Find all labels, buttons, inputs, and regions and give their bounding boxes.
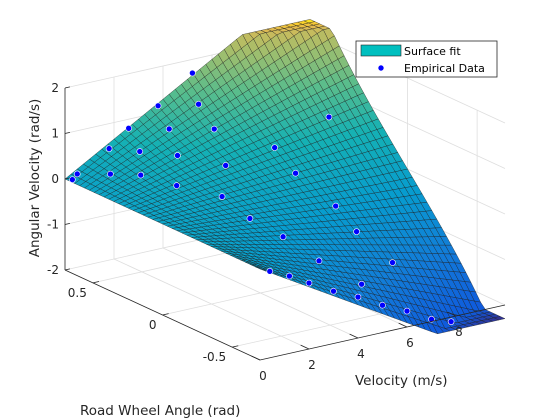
data-point (125, 125, 132, 132)
data-point (354, 293, 362, 301)
data-point (154, 102, 162, 110)
z-axis-ticks: -2 -1 0 1 2 (47, 81, 70, 277)
data-point (195, 100, 202, 108)
x-tick-mark (251, 355, 261, 361)
data-point (222, 162, 229, 169)
z-tick-mark (64, 177, 70, 180)
legend-surface-swatch (360, 44, 402, 57)
z-tick-label: -1 (47, 218, 59, 232)
legend: Surface fit Empirical Data (355, 40, 498, 78)
data-point (266, 268, 274, 275)
y-tick-label: 0.5 (68, 286, 87, 300)
data-point (358, 280, 365, 288)
data-point (325, 113, 333, 121)
x-axis-label: Velocity (m/s) (355, 373, 448, 389)
z-tick-mark (64, 86, 70, 89)
x-tick-label: 4 (357, 347, 365, 361)
z-axis-label: Angular Velocity (rad/s) (27, 99, 43, 258)
data-point (246, 215, 254, 222)
z-tick-label: -2 (47, 263, 59, 277)
data-point (315, 257, 323, 265)
y-tick-label: 0 (149, 318, 157, 332)
data-point (305, 279, 313, 287)
data-point (292, 169, 299, 177)
data-point (447, 318, 455, 325)
y-tick-mark (92, 281, 100, 284)
data-point (403, 307, 411, 315)
y-axis-ticks: -0.5 0 0.5 (68, 281, 239, 364)
data-point (353, 228, 360, 235)
data-point (332, 202, 339, 210)
data-point (174, 152, 181, 159)
x-tick-label: 0 (259, 369, 267, 383)
legend-data-label: Empirical Data (404, 62, 485, 75)
y-tick-label: -0.5 (203, 350, 226, 364)
data-point (136, 148, 144, 155)
legend-data-marker (377, 64, 385, 72)
data-point (165, 125, 173, 133)
x-tick-mark (349, 333, 359, 339)
surface-patch (493, 316, 506, 321)
data-point (189, 69, 196, 77)
data-point (107, 170, 114, 178)
data-point (105, 145, 113, 152)
x-axis-ticks: 0 2 4 6 8 (251, 311, 463, 383)
z-tick-label: 0 (51, 172, 59, 186)
z-tick-mark (64, 132, 70, 134)
z-tick-mark (64, 268, 70, 271)
data-point (210, 125, 218, 133)
x-tick-label: 8 (455, 325, 463, 339)
y-tick-mark (162, 313, 169, 316)
x-tick-mark (300, 344, 310, 350)
x-tick-label: 6 (406, 336, 414, 350)
x-tick-label: 2 (308, 358, 316, 372)
data-point (271, 144, 278, 151)
data-point (279, 233, 287, 241)
surface-fit (64, 19, 506, 335)
x-axis-line (259, 304, 506, 361)
data-point (330, 287, 337, 295)
data-point (137, 171, 145, 179)
y-tick-mark (232, 345, 239, 348)
z-tick-label: 2 (51, 81, 59, 95)
data-point (379, 301, 386, 309)
empirical-data-points (69, 69, 455, 325)
x-tick-mark (447, 311, 457, 317)
data-point (286, 272, 293, 280)
legend-surface-label: Surface fit (404, 45, 461, 58)
data-point (389, 259, 396, 266)
z-tick-mark (64, 223, 70, 225)
x-tick-mark (398, 322, 408, 328)
z-tick-label: 1 (51, 127, 59, 141)
data-point (69, 176, 76, 183)
data-point (428, 315, 435, 323)
data-point (73, 170, 81, 178)
data-point (218, 193, 226, 200)
y-axis-label: Road Wheel Angle (rad) (80, 403, 240, 419)
data-point (173, 182, 180, 189)
